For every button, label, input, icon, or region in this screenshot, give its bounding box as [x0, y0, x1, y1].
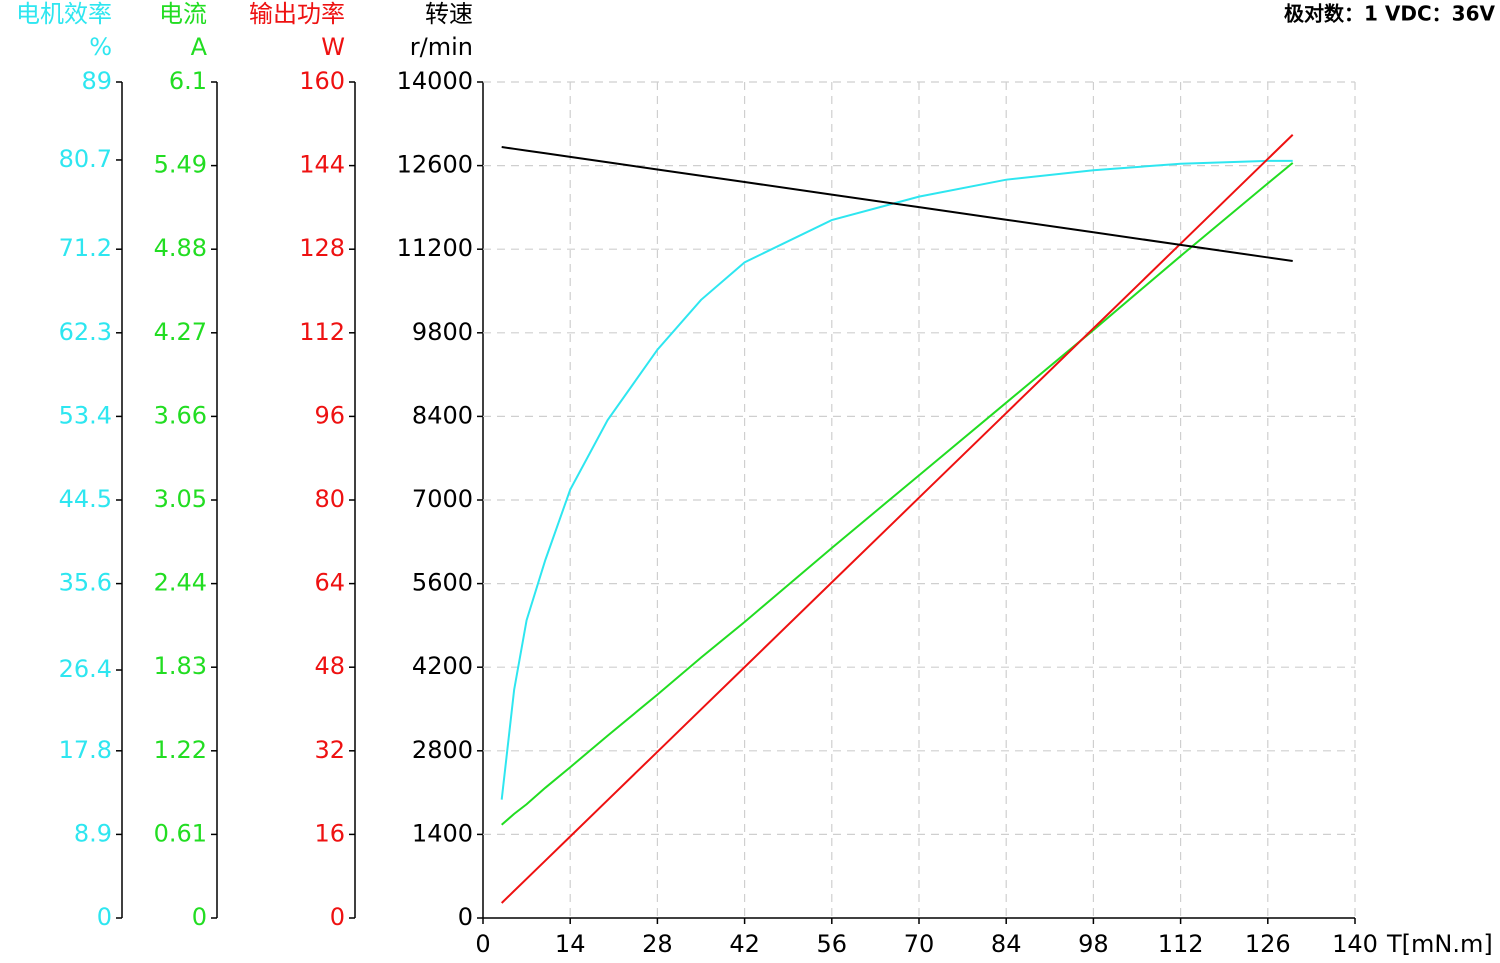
y-tick-label: 44.5	[59, 485, 112, 513]
y-tick-label: 0	[97, 903, 112, 931]
y-tick-label: 128	[299, 234, 345, 262]
axis-title: 电机效率	[16, 0, 112, 28]
x-tick-label: 14	[555, 930, 586, 958]
y-tick-label: 8400	[412, 401, 473, 429]
x-tick-label: 98	[1078, 930, 1109, 958]
y-tick-label: 5.49	[154, 151, 207, 179]
y-tick-label: 32	[314, 736, 345, 764]
y-tick-label: 26.4	[59, 655, 112, 683]
y-tick-label: 89	[81, 67, 112, 95]
y-tick-label: 144	[299, 151, 345, 179]
y-tick-label: 9800	[412, 318, 473, 346]
y-tick-label: 11200	[397, 234, 473, 262]
y-tick-label: 5600	[412, 569, 473, 597]
y-tick-label: 6.1	[169, 67, 207, 95]
y-tick-label: 7000	[412, 485, 473, 513]
y-tick-label: 3.05	[154, 485, 207, 513]
x-tick-label: 0	[475, 930, 490, 958]
x-tick-label: 112	[1158, 930, 1204, 958]
y-tick-label: 80.7	[59, 145, 112, 173]
x-tick-label: 126	[1245, 930, 1291, 958]
y-tick-label: 53.4	[59, 401, 112, 429]
x-tick-label: 28	[642, 930, 673, 958]
y-tick-label: 17.8	[59, 736, 112, 764]
y-tick-label: 0	[192, 903, 207, 931]
x-axis-label: T[mN.m]	[1386, 930, 1493, 958]
annotation: 极对数：1 VDC：36V	[1284, 2, 1495, 26]
y-tick-label: 112	[299, 318, 345, 346]
series-line	[500, 134, 1294, 904]
y-tick-label: 64	[314, 569, 345, 597]
x-tick-label: 84	[991, 930, 1022, 958]
axis-unit: r/min	[410, 33, 473, 61]
axis-title: 转速	[425, 0, 473, 28]
x-tick-label: 56	[817, 930, 848, 958]
y-tick-label: 16	[314, 819, 345, 847]
y-tick-label: 4.27	[154, 318, 207, 346]
axis-title: 输出功率	[249, 0, 345, 28]
y-tick-label: 3.66	[154, 401, 207, 429]
y-tick-label: 80	[314, 485, 345, 513]
series-line	[501, 146, 1293, 263]
y-tick-label: 4.88	[154, 234, 207, 262]
axis-title: 电流	[159, 0, 207, 28]
x-tick-label: 140	[1332, 930, 1378, 958]
y-tick-label: 62.3	[59, 318, 112, 346]
axis-unit: W	[321, 33, 345, 61]
y-tick-label: 14000	[397, 67, 473, 95]
x-tick-label: 42	[729, 930, 760, 958]
axis-unit: A	[191, 33, 208, 61]
y-tick-label: 0	[458, 903, 473, 931]
y-tick-label: 160	[299, 67, 345, 95]
y-tick-label: 48	[314, 652, 345, 680]
y-tick-label: 2.44	[154, 569, 207, 597]
y-tick-label: 35.6	[59, 569, 112, 597]
axis-unit: %	[89, 33, 112, 61]
series-line	[501, 162, 1294, 826]
y-tick-label: 0	[330, 903, 345, 931]
y-tick-label: 4200	[412, 652, 473, 680]
y-tick-label: 1.83	[154, 652, 207, 680]
y-tick-label: 1400	[412, 819, 473, 847]
series-line	[500, 159, 1293, 800]
y-tick-label: 71.2	[59, 234, 112, 262]
y-tick-label: 2800	[412, 736, 473, 764]
y-tick-label: 12600	[397, 151, 473, 179]
x-tick-label: 70	[904, 930, 935, 958]
y-tick-label: 1.22	[154, 736, 207, 764]
y-tick-label: 8.9	[74, 819, 112, 847]
y-tick-label: 0.61	[154, 819, 207, 847]
y-tick-label: 96	[314, 401, 345, 429]
